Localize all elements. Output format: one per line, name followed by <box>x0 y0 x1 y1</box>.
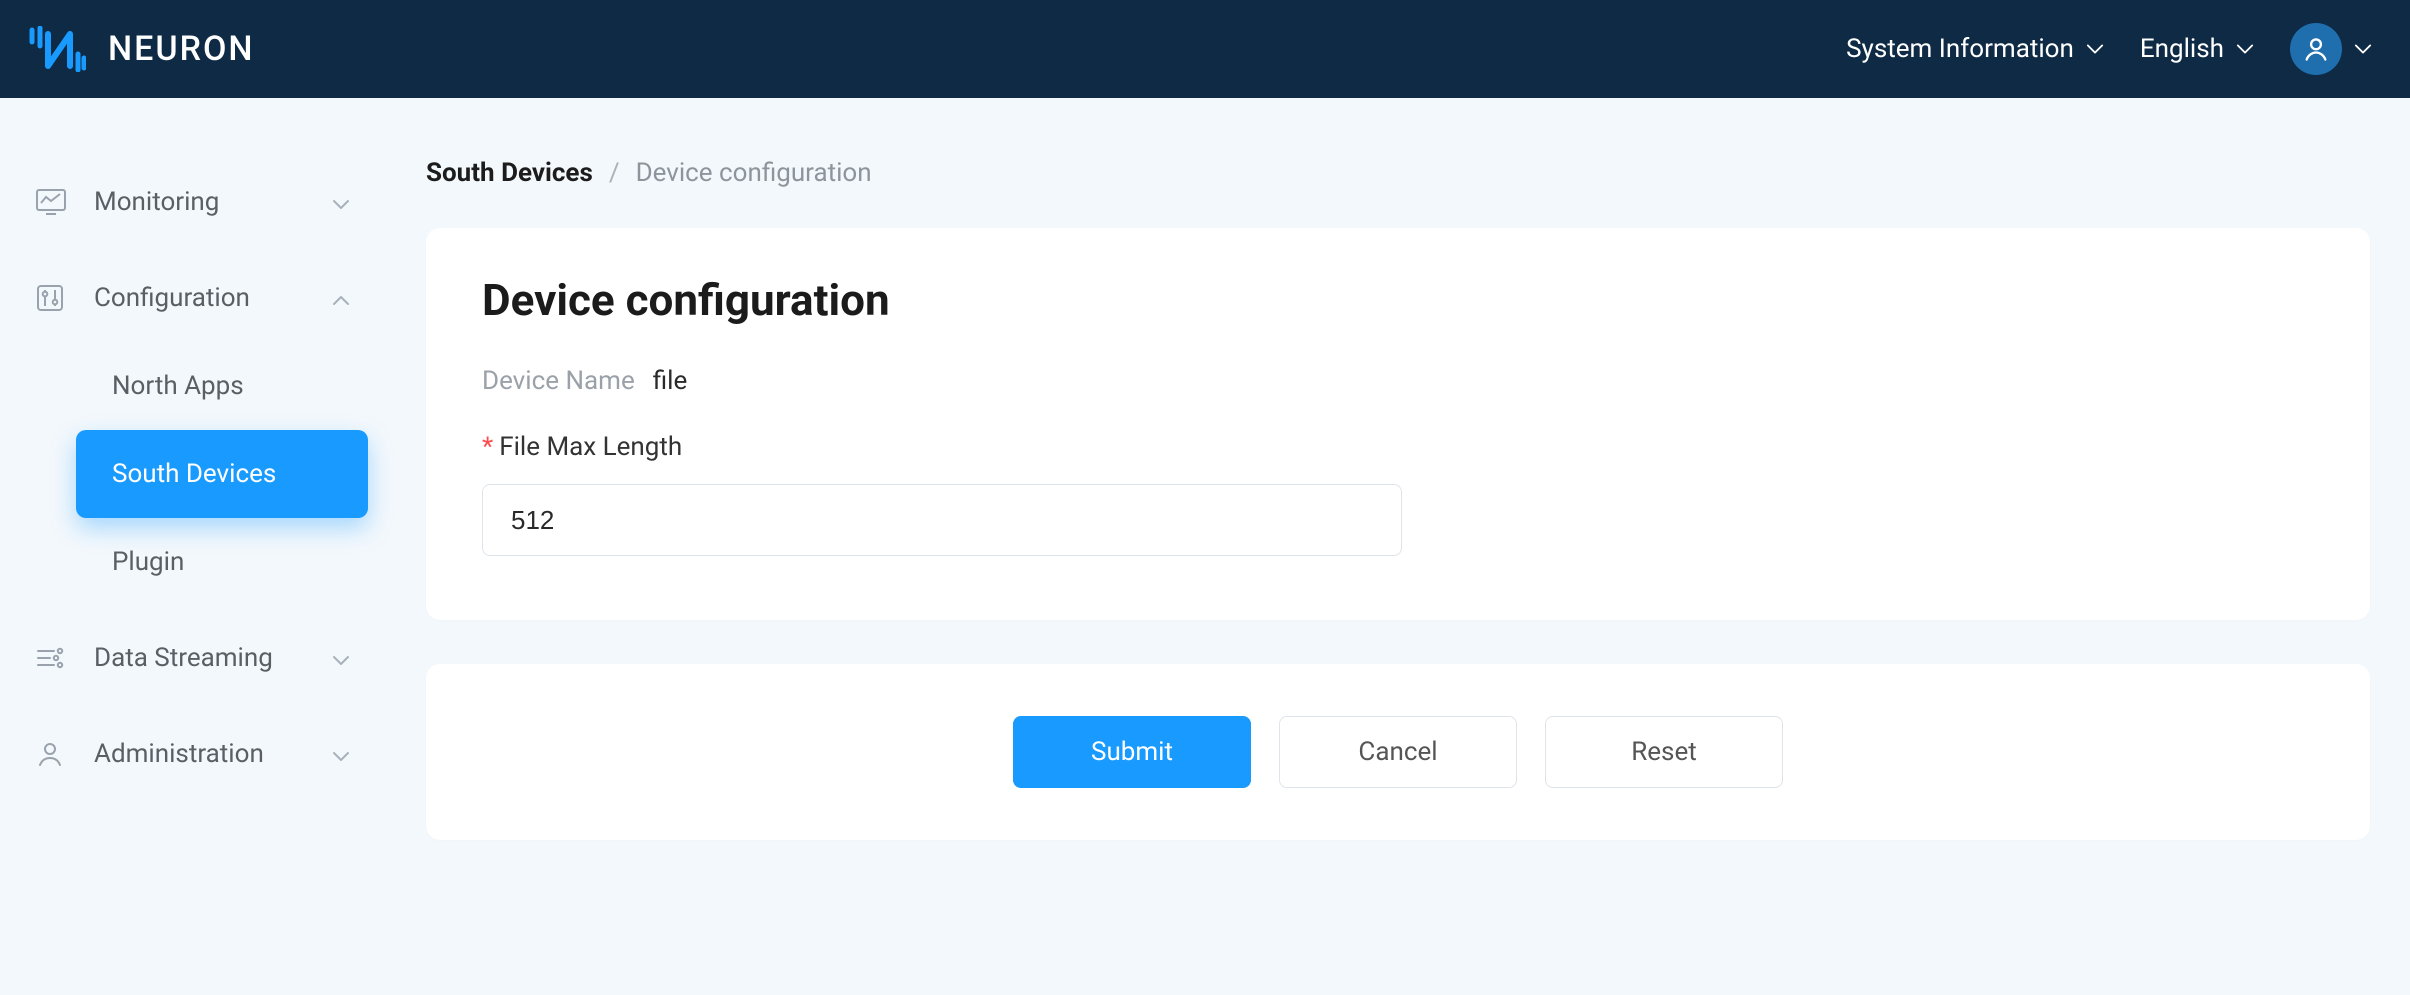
device-name-label: Device Name <box>482 366 635 396</box>
submit-button[interactable]: Submit <box>1013 716 1251 788</box>
reset-button[interactable]: Reset <box>1545 716 1783 788</box>
file-max-length-input[interactable] <box>482 484 1402 556</box>
header-right: System Information English <box>1846 23 2382 75</box>
breadcrumb-current: Device configuration <box>636 158 872 188</box>
brand-logo-icon <box>28 26 86 72</box>
required-marker: * <box>482 432 493 462</box>
sidebar-configuration-label: Configuration <box>94 283 332 313</box>
page-title: Device configuration <box>482 274 2314 326</box>
device-name-value: file <box>653 366 688 396</box>
chevron-down-icon <box>2354 40 2372 58</box>
cancel-button[interactable]: Cancel <box>1279 716 1517 788</box>
sidebar-data-streaming-label: Data Streaming <box>94 643 332 673</box>
sidebar-item-monitoring[interactable]: Monitoring <box>18 158 368 246</box>
sidebar-item-north-apps[interactable]: North Apps <box>76 342 368 430</box>
system-information-menu[interactable]: System Information <box>1846 34 2104 64</box>
sidebar-south-devices-label: South Devices <box>112 459 350 489</box>
chevron-down-icon <box>332 187 350 217</box>
chevron-up-icon <box>332 283 350 313</box>
system-information-label: System Information <box>1846 34 2074 64</box>
file-max-length-label-text: File Max Length <box>499 432 682 462</box>
app-header: NEURON System Information English <box>0 0 2410 98</box>
chevron-down-icon <box>2086 40 2104 58</box>
sidebar-plugin-label: Plugin <box>112 547 350 577</box>
reset-button-label: Reset <box>1631 737 1697 767</box>
chevron-down-icon <box>332 739 350 769</box>
sidebar-item-configuration[interactable]: Configuration <box>18 254 368 342</box>
sidebar-north-apps-label: North Apps <box>112 371 350 401</box>
file-max-length-label: * File Max Length <box>482 432 2314 462</box>
cancel-button-label: Cancel <box>1358 737 1437 767</box>
sidebar-administration-label: Administration <box>94 739 332 769</box>
brand-name: NEURON <box>108 29 255 69</box>
brand[interactable]: NEURON <box>28 26 255 72</box>
breadcrumb-root[interactable]: South Devices <box>426 158 593 188</box>
stream-icon <box>36 646 76 670</box>
device-name-row: Device Name file <box>482 366 2314 396</box>
breadcrumb-separator: / <box>609 158 620 188</box>
sidebar-item-administration[interactable]: Administration <box>18 710 368 798</box>
sidebar-item-plugin[interactable]: Plugin <box>76 518 368 606</box>
user-icon <box>36 740 76 768</box>
sidebar-item-south-devices[interactable]: South Devices <box>76 430 368 518</box>
chevron-down-icon <box>2236 40 2254 58</box>
sidebar-monitoring-label: Monitoring <box>94 187 332 217</box>
monitor-icon <box>36 189 76 215</box>
breadcrumb: South Devices / Device configuration <box>426 158 2370 188</box>
submit-button-label: Submit <box>1091 737 1173 767</box>
actions-card: Submit Cancel Reset <box>426 664 2370 840</box>
language-label: English <box>2140 34 2224 64</box>
sidebar: Monitoring Configuration <box>0 98 386 995</box>
sliders-icon <box>36 284 76 312</box>
chevron-down-icon <box>332 643 350 673</box>
sidebar-item-data-streaming[interactable]: Data Streaming <box>18 614 368 702</box>
main-content: South Devices / Device configuration Dev… <box>386 98 2410 995</box>
user-avatar-icon <box>2290 23 2342 75</box>
language-menu[interactable]: English <box>2140 34 2254 64</box>
config-card: Device configuration Device Name file * … <box>426 228 2370 620</box>
user-menu[interactable] <box>2290 23 2372 75</box>
